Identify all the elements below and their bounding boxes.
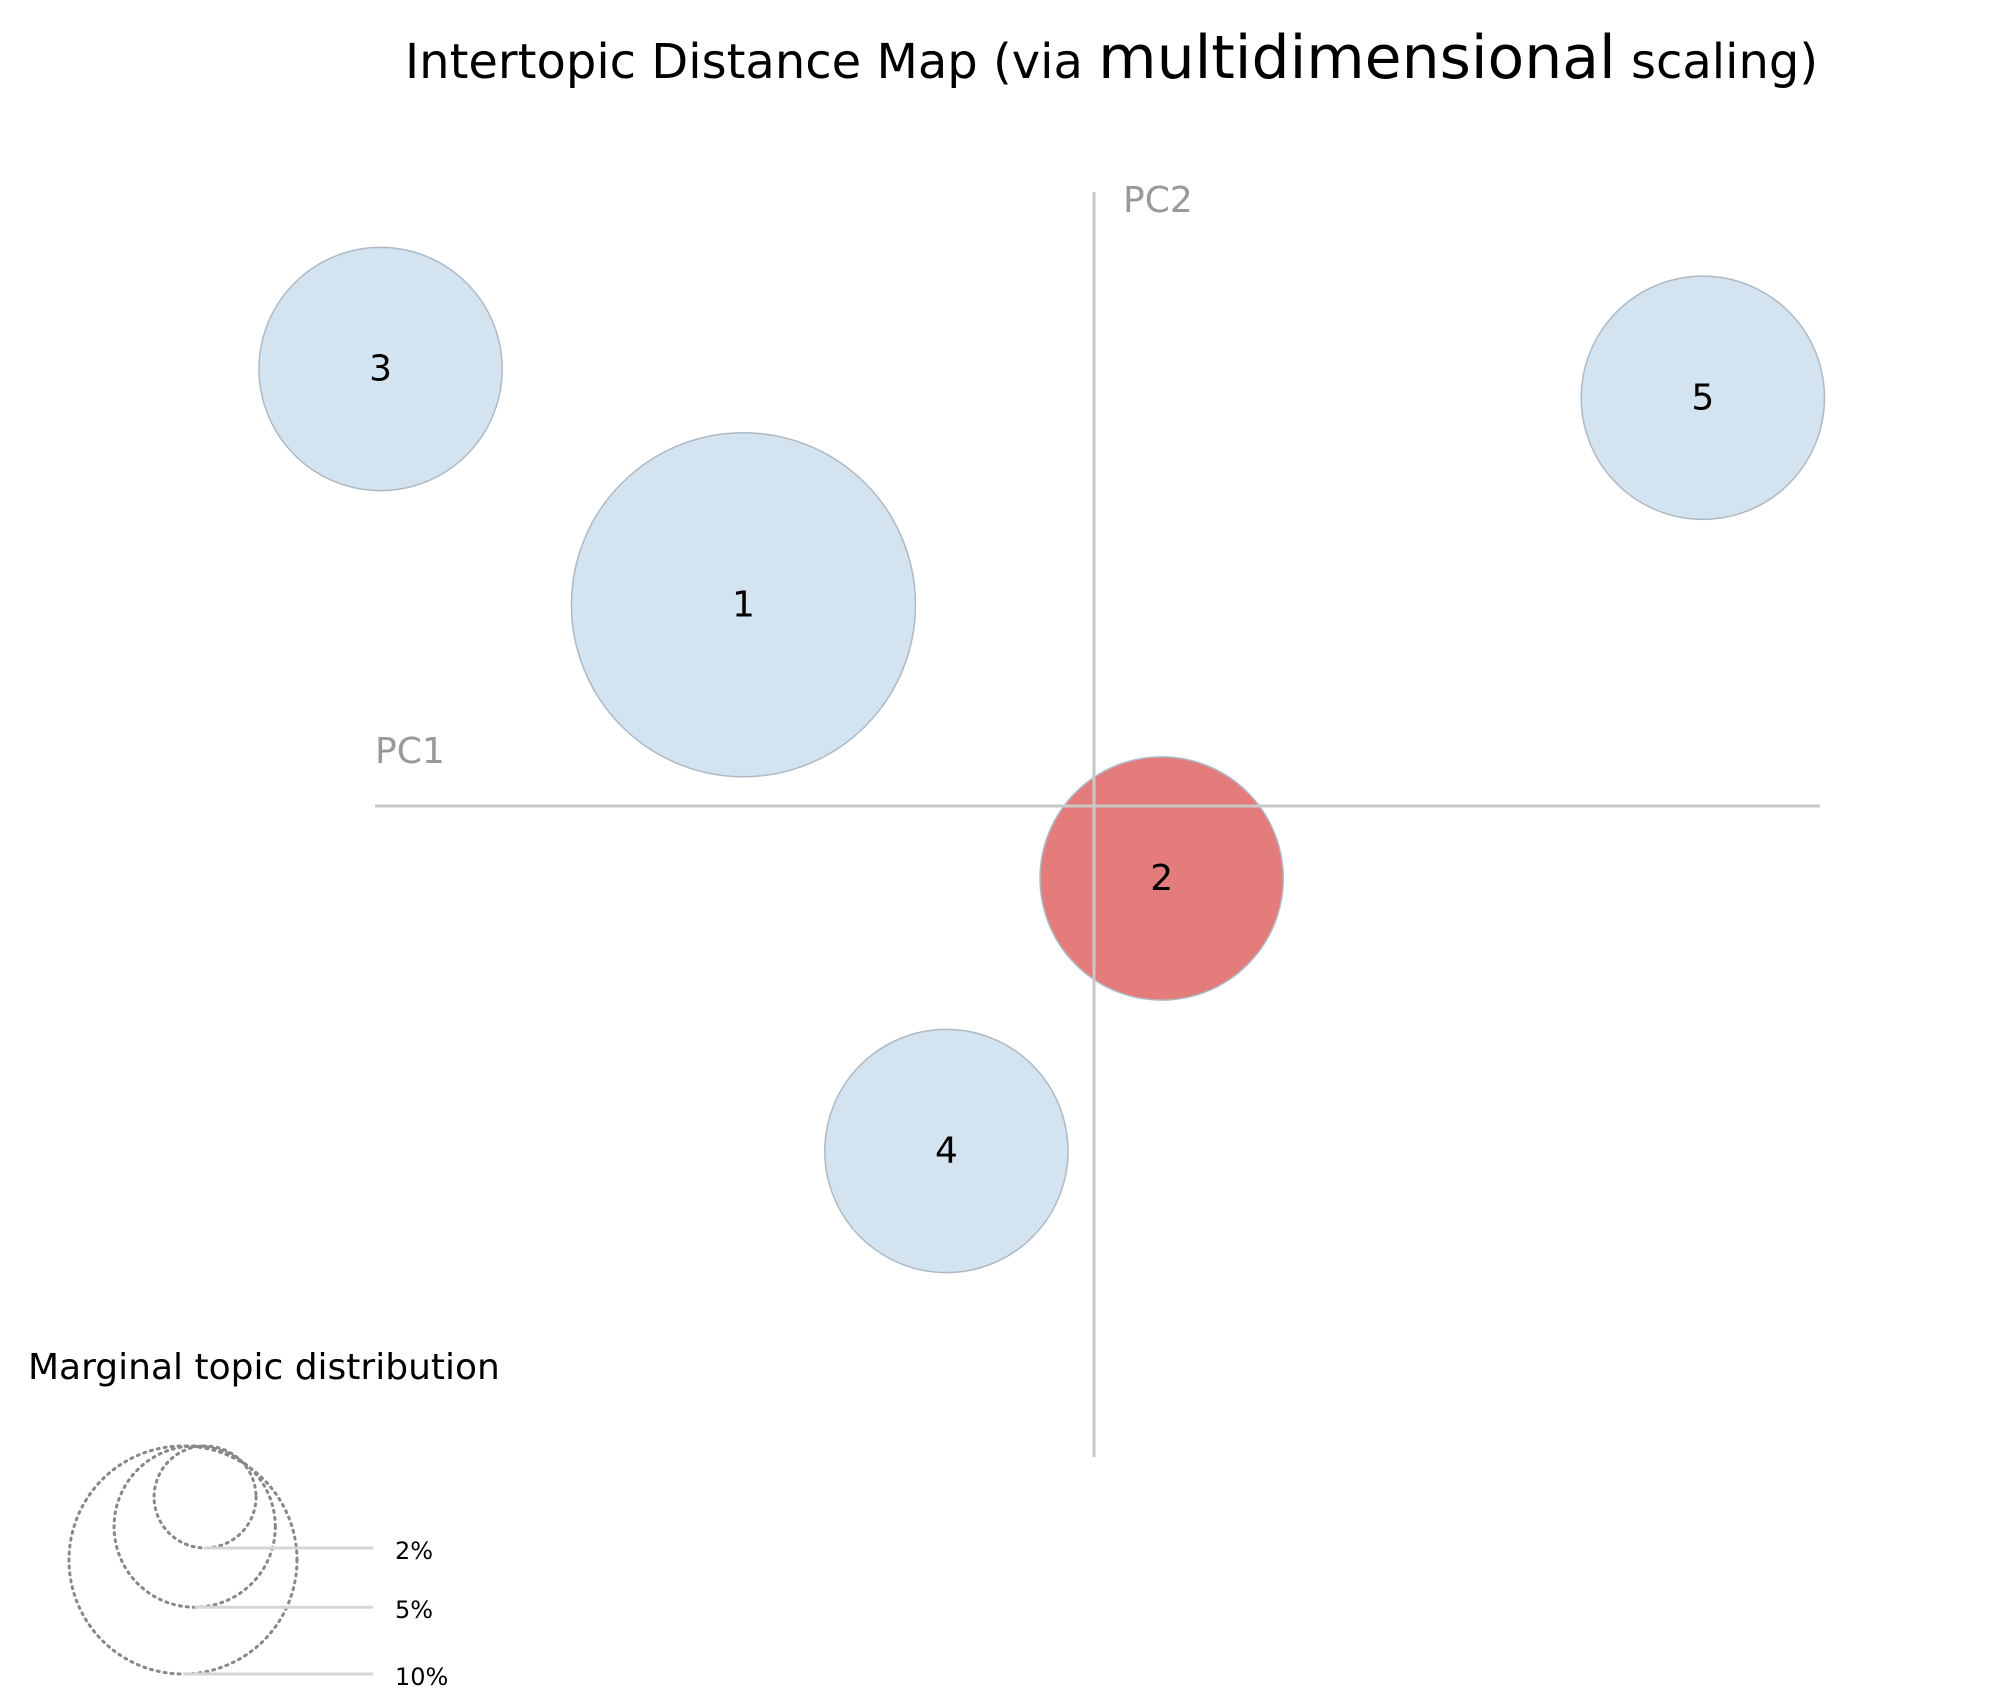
- topic-bubble-1[interactable]: [570, 432, 917, 778]
- chart-title-part-1: Intertopic Distance Map (via: [405, 34, 1098, 90]
- pc2-axis-label: PC2: [1123, 180, 1193, 221]
- chart-title-part-3: scaling): [1616, 34, 1818, 90]
- topic-label-4: 4: [935, 1131, 958, 1172]
- legend-circle-10pct: [67, 1444, 299, 1676]
- topic-label-1: 1: [732, 584, 755, 625]
- pc1-axis-label: PC1: [375, 731, 445, 772]
- topic-label-3: 3: [369, 349, 392, 390]
- topic-bubble-3[interactable]: [258, 246, 503, 492]
- legend-circle-5pct: [112, 1444, 277, 1609]
- topic-bubble-2[interactable]: [1039, 756, 1285, 1001]
- legend-label-2pct: 2%: [395, 1537, 433, 1565]
- topic-bubble-5[interactable]: [1580, 275, 1826, 521]
- topic-label-5: 5: [1691, 377, 1714, 418]
- axes: PC1 PC2: [375, 180, 1820, 1457]
- legend-label-5pct: 5%: [395, 1596, 433, 1624]
- topic-bubble-4[interactable]: [824, 1028, 1069, 1274]
- legend-circle-2pct: [152, 1444, 258, 1550]
- legend-label-10pct: 10%: [395, 1663, 448, 1691]
- legend-title: Marginal topic distribution: [28, 1347, 500, 1388]
- marginal-distribution-legend: Marginal topic distribution 10% 5% 2%: [28, 1347, 500, 1691]
- chart-title-part-2: multidimensional: [1098, 23, 1616, 93]
- chart-title: Intertopic Distance Map (via multidimens…: [405, 23, 1818, 93]
- topic-label-2: 2: [1150, 858, 1173, 899]
- topic-bubbles: [258, 246, 1826, 1274]
